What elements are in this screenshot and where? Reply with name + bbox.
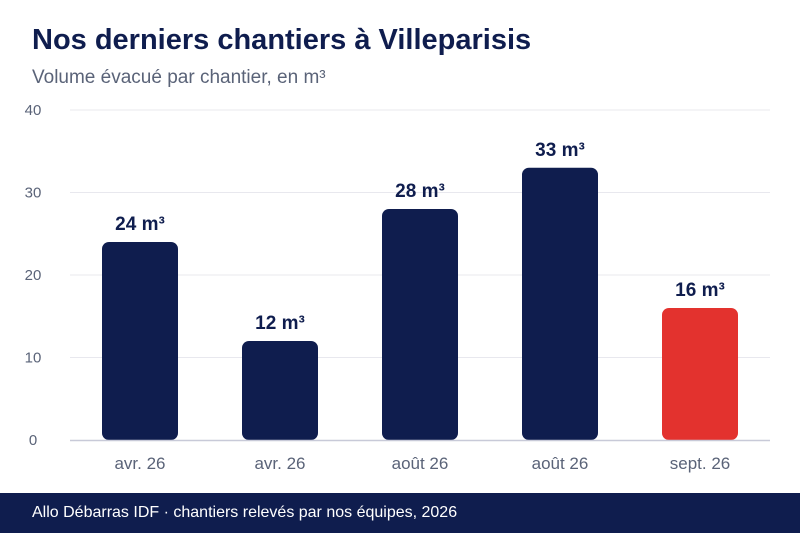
- bar: [102, 242, 178, 440]
- chart-title: Nos derniers chantiers à Villeparisis: [32, 24, 532, 56]
- bar-value-label: 28 m³: [395, 181, 445, 202]
- bar-value-label: 16 m³: [675, 280, 725, 301]
- bar: [522, 167, 598, 440]
- footer-source: Allo Débarras IDF · chantiers relevés pa…: [32, 504, 458, 521]
- y-tick-label: 30: [25, 185, 42, 202]
- x-axis-ticks: avr. 26 avr. 26 août 26 août 26 sept. 26: [114, 454, 730, 473]
- bar-chart: 0 10 20 30 40 24 m³ 12 m³ 28 m³ 33 m³ 16 m³ avr.…: [25, 102, 770, 473]
- bars: [102, 167, 738, 440]
- bar-value-label: 33 m³: [535, 140, 585, 161]
- bar-value-label: 24 m³: [115, 214, 165, 235]
- y-axis-ticks: 0 10 20 30 40: [25, 102, 42, 449]
- footer-bar: Allo Débarras IDF · chantiers relevés pa…: [0, 493, 800, 533]
- bar: [662, 308, 738, 440]
- chart-subtitle: Volume évacué par chantier, en m³: [32, 67, 326, 88]
- x-tick-label: sept. 26: [670, 454, 731, 473]
- bar-value-label: 12 m³: [255, 313, 305, 334]
- bar: [382, 209, 458, 440]
- y-tick-label: 40: [25, 102, 42, 119]
- x-tick-label: août 26: [392, 454, 449, 473]
- x-tick-label: avr. 26: [114, 454, 165, 473]
- y-tick-label: 20: [25, 267, 42, 284]
- y-tick-label: 10: [25, 350, 42, 367]
- x-tick-label: août 26: [532, 454, 589, 473]
- y-tick-label: 0: [29, 432, 37, 449]
- x-tick-label: avr. 26: [254, 454, 305, 473]
- bar: [242, 341, 318, 440]
- value-labels: 24 m³ 12 m³ 28 m³ 33 m³ 16 m³: [115, 140, 725, 334]
